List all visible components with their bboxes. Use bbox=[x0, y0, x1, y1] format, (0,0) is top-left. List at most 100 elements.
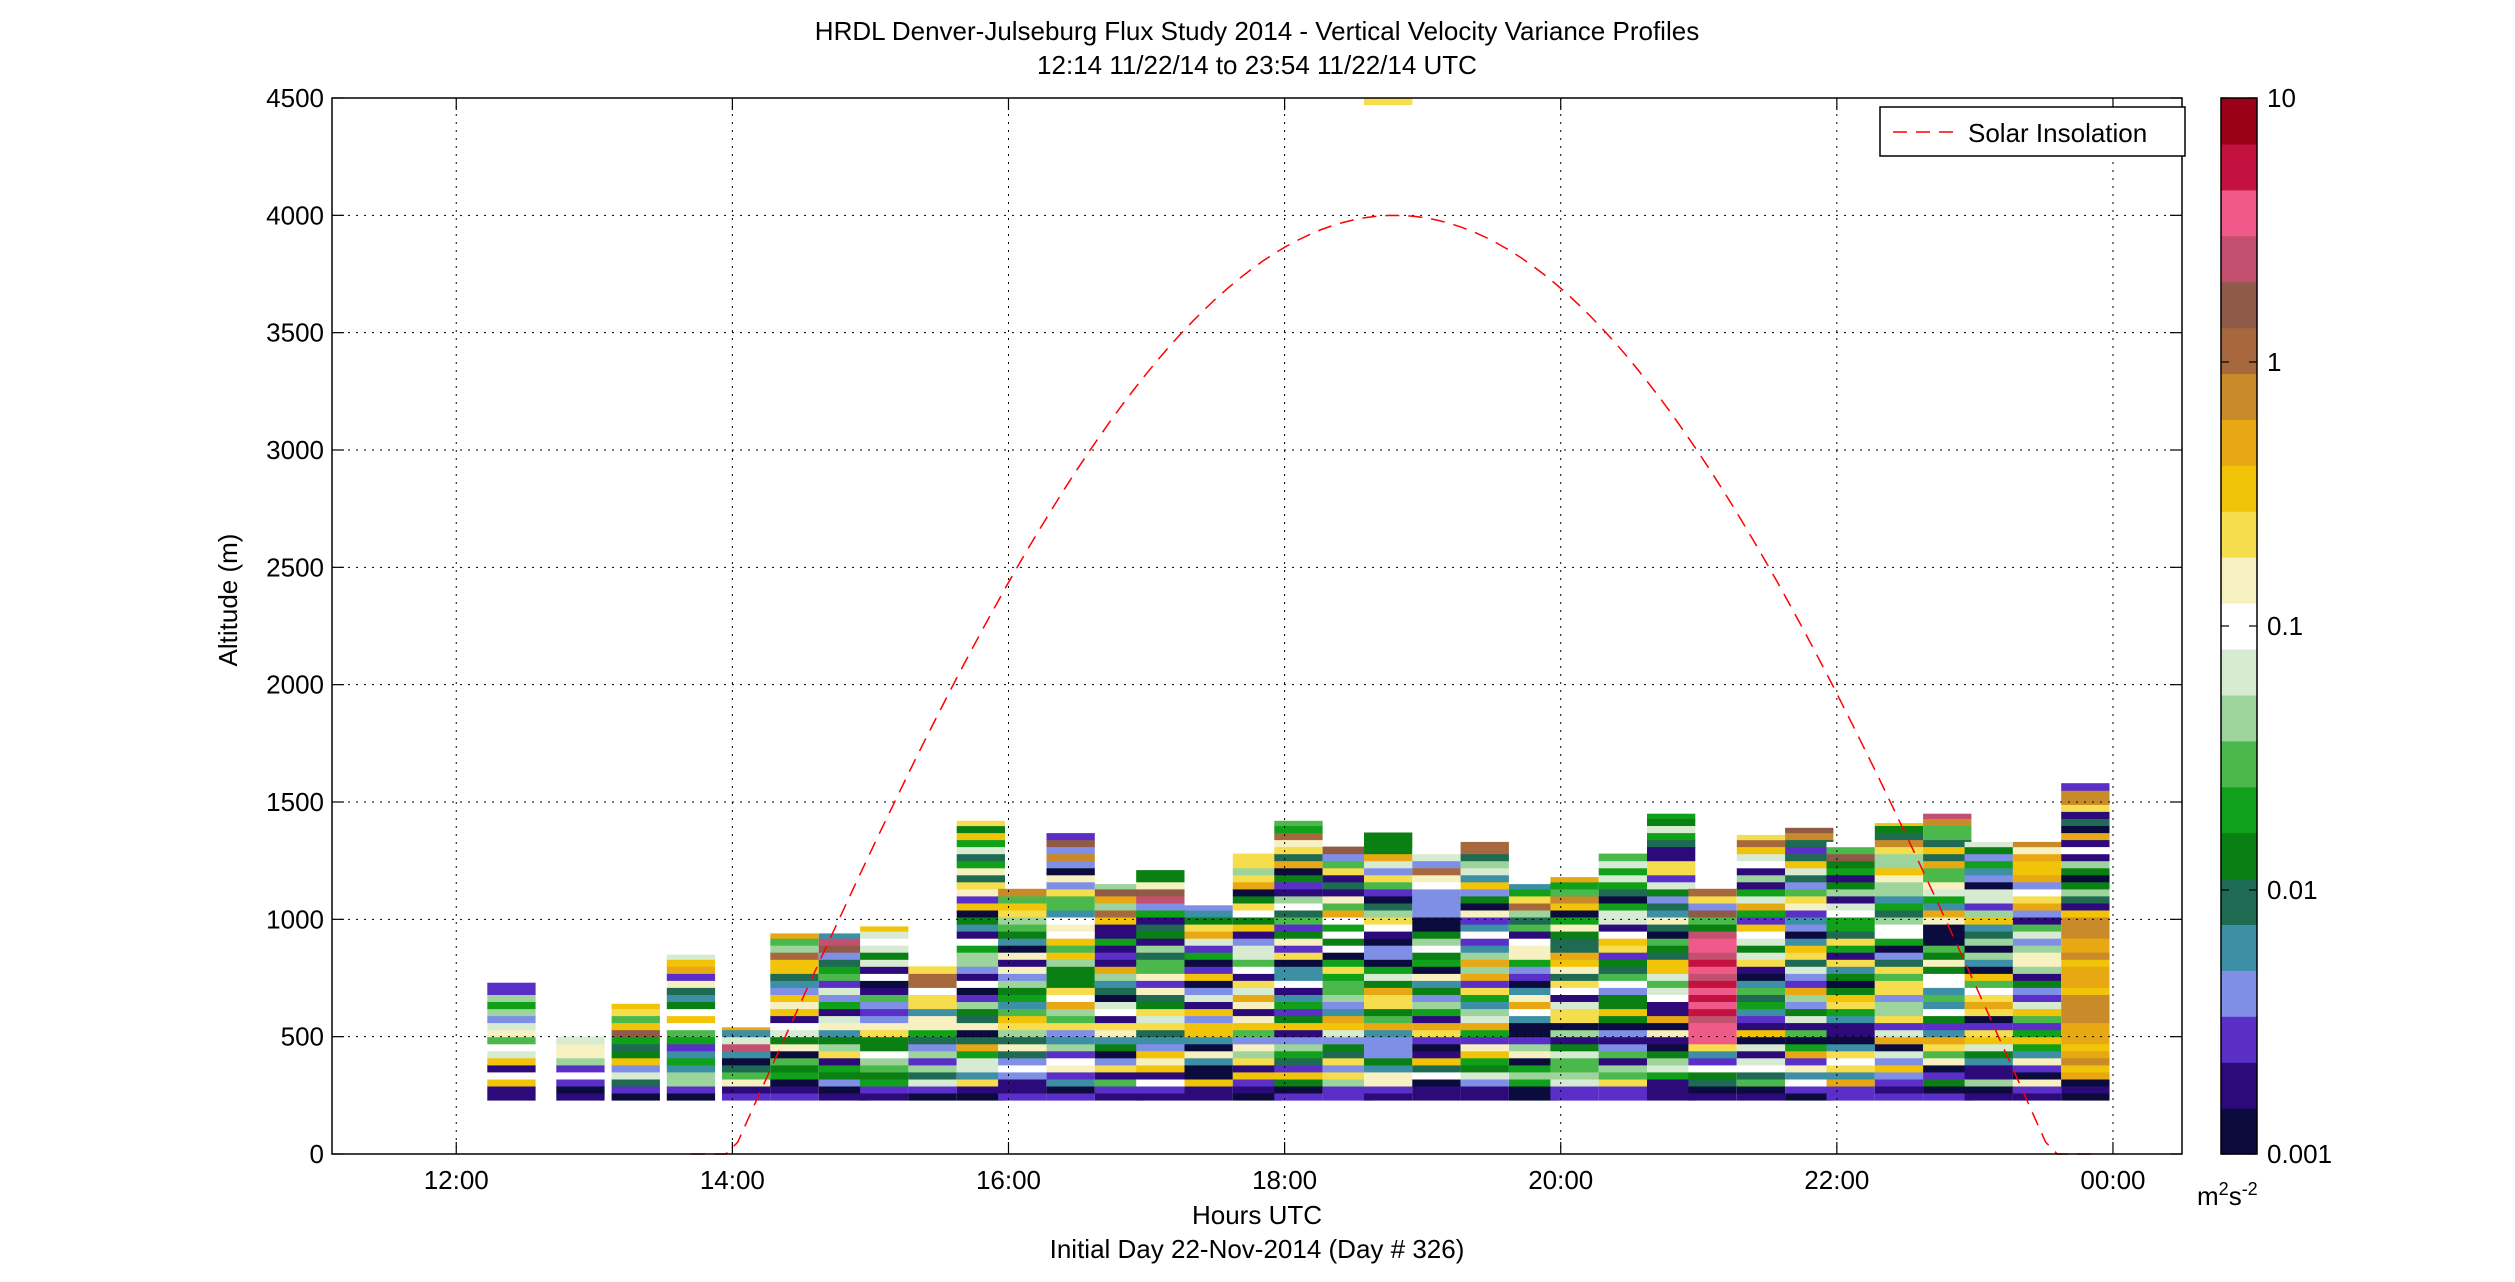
profile-cell bbox=[956, 832, 1005, 841]
profile-cell bbox=[1232, 874, 1282, 883]
profile-cell bbox=[1509, 1001, 1558, 1010]
colorbar-segment bbox=[2221, 98, 2257, 145]
profile-cell bbox=[1598, 1001, 1647, 1010]
profile-cell bbox=[998, 888, 1047, 897]
profile-cell bbox=[956, 888, 1005, 897]
profile-cell bbox=[1274, 938, 1323, 946]
profile-cell bbox=[1964, 994, 2013, 1002]
profile-cell bbox=[1550, 966, 1599, 974]
x-tick-label: 00:00 bbox=[2080, 1165, 2145, 1195]
profile-cell bbox=[1460, 902, 1509, 911]
profile-cell bbox=[770, 1050, 819, 1059]
profile-cell bbox=[1598, 1071, 1647, 1080]
x-tick-label: 18:00 bbox=[1252, 1165, 1317, 1195]
profile-cell bbox=[1274, 1064, 1323, 1073]
profile-cell bbox=[1923, 1043, 1972, 1052]
profile-cell bbox=[1923, 832, 1972, 841]
profile-cell bbox=[2061, 959, 2110, 967]
profile-cell bbox=[1509, 909, 1558, 918]
profile-cell bbox=[1094, 980, 1144, 988]
profile-cell bbox=[1364, 853, 1413, 862]
profile-cell bbox=[956, 853, 1005, 862]
profile-cell bbox=[1094, 952, 1144, 960]
profile-cell bbox=[860, 952, 909, 960]
profile-cell bbox=[1412, 1085, 1461, 1094]
profile-cell bbox=[1232, 1015, 1282, 1024]
profile-cell bbox=[860, 926, 909, 932]
profile-cell bbox=[1364, 832, 1413, 841]
profile-cell bbox=[1550, 902, 1599, 911]
profile-cell bbox=[2061, 1050, 2110, 1059]
profile-cell bbox=[1046, 1001, 1095, 1010]
profile-cell bbox=[556, 1050, 605, 1059]
profile-cell bbox=[1460, 867, 1509, 876]
profile-cell bbox=[1736, 994, 1786, 1002]
profile-cell bbox=[860, 1050, 909, 1059]
profile-cell bbox=[1412, 874, 1461, 883]
profile-cell bbox=[1964, 966, 2013, 974]
colorbar-segment bbox=[2221, 970, 2257, 1017]
profile-cell bbox=[1322, 1043, 1371, 1052]
profile-cell bbox=[1322, 895, 1371, 904]
profile-cell bbox=[1232, 1093, 1282, 1101]
profile-cell bbox=[1598, 1015, 1647, 1024]
profile-cell bbox=[1509, 917, 1558, 925]
profile-cell bbox=[1136, 909, 1185, 918]
colorbar-segment bbox=[2221, 786, 2257, 834]
profile-cell bbox=[1046, 1050, 1095, 1059]
profile-cell bbox=[1736, 1050, 1786, 1059]
profile-cell bbox=[1412, 945, 1461, 953]
profile-cell bbox=[2012, 1078, 2062, 1087]
profile-cell bbox=[1598, 931, 1647, 939]
profile-cell bbox=[1094, 1015, 1144, 1024]
profile-cell bbox=[1785, 909, 1834, 918]
profile-cell bbox=[1274, 994, 1323, 1002]
profile-cell bbox=[1785, 1022, 1834, 1031]
profile-cell bbox=[1364, 945, 1413, 953]
colorbar-unit: m2s-2 bbox=[2197, 1179, 2258, 1211]
profile-cell bbox=[722, 1057, 771, 1066]
profile-cell bbox=[2061, 952, 2110, 960]
profile-cell bbox=[1736, 902, 1786, 911]
profile-cell bbox=[1322, 917, 1371, 925]
profile-cell bbox=[1923, 945, 1972, 953]
profile-cell bbox=[908, 994, 957, 1002]
profile-cell bbox=[1274, 1050, 1323, 1059]
profile-cell bbox=[1550, 924, 1599, 932]
profile-cell bbox=[2061, 987, 2110, 995]
profile-cell bbox=[1460, 888, 1509, 897]
profile-cell bbox=[1736, 1001, 1786, 1010]
profile-cell bbox=[1647, 1085, 1696, 1094]
profile-cell bbox=[1550, 1029, 1599, 1038]
profile-cell bbox=[956, 1050, 1005, 1059]
profile-cell bbox=[1274, 966, 1323, 974]
profile-cell bbox=[1688, 1071, 1737, 1080]
profile-cell bbox=[818, 1036, 867, 1045]
profile-cell bbox=[1184, 1050, 1233, 1059]
profile-cell bbox=[956, 938, 1005, 946]
profile-cell bbox=[1274, 909, 1323, 918]
profile-cell bbox=[1964, 874, 2013, 883]
profile-cell bbox=[908, 1015, 957, 1024]
profile-cell bbox=[1460, 1029, 1509, 1038]
profile-cell bbox=[818, 1085, 867, 1094]
profile-cell bbox=[1460, 1071, 1509, 1080]
profile-cell bbox=[956, 973, 1005, 981]
profile-cell bbox=[1322, 860, 1371, 869]
colorbar-unit-second-exp: -2 bbox=[2242, 1179, 2258, 1199]
profile-cell bbox=[1550, 1064, 1599, 1073]
profile-cell bbox=[860, 945, 909, 953]
profile-cell bbox=[2061, 1071, 2110, 1080]
profile-cell bbox=[487, 1029, 536, 1038]
profile-cell bbox=[1785, 959, 1834, 967]
profile-cell bbox=[1923, 825, 1972, 834]
profile-cell bbox=[1322, 1029, 1371, 1038]
profile-cell bbox=[770, 994, 819, 1002]
profile-cell bbox=[818, 1050, 867, 1059]
profile-cell bbox=[1785, 895, 1834, 904]
profile-cell bbox=[998, 994, 1047, 1002]
profile-cell bbox=[1826, 841, 1875, 848]
profile-cell bbox=[1509, 888, 1558, 897]
profile-cell bbox=[1785, 966, 1834, 974]
profile-cell bbox=[1964, 1085, 2013, 1094]
